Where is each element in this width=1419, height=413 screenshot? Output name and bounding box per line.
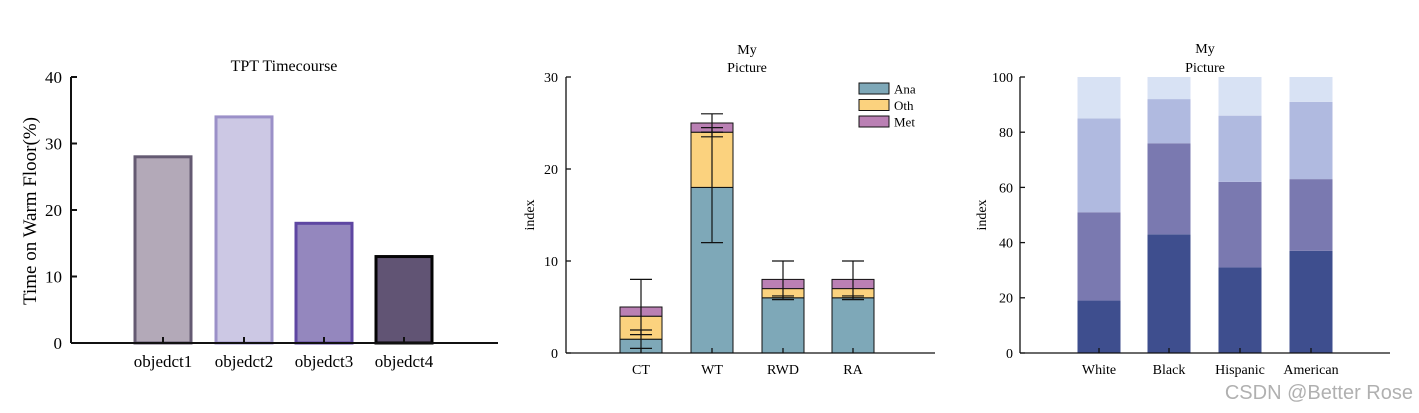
chart2-ylabel: index (523, 199, 538, 230)
chart3-bar-0-seg-3 (1077, 77, 1121, 119)
chart1-xtick-label-3: objedct4 (375, 352, 434, 371)
chart1-ytick-label-1: 10 (45, 267, 62, 286)
chart3-bar-2-seg-3 (1218, 77, 1262, 116)
chart3-bar-3-seg-1 (1289, 179, 1333, 251)
chart1-ytick-label-0: 0 (54, 334, 63, 353)
chart3-bar-2-seg-2 (1218, 115, 1262, 182)
chart3-xtick-label-0: White (1082, 363, 1116, 378)
chart3-ytick-label-4: 80 (999, 126, 1013, 141)
chart3-bar-1-seg-1 (1147, 143, 1191, 235)
chart2-legend-label-2: Met (894, 115, 915, 130)
chart2-ytick-label-1: 10 (544, 255, 558, 270)
chart3-bar-3-seg-2 (1289, 101, 1333, 180)
chart2-legend-label-0: Ana (894, 82, 916, 97)
chart3-bar-0-seg-2 (1077, 118, 1121, 213)
chart1-ytick-label-3: 30 (45, 134, 62, 153)
watermark: CSDN @Better Rose (1224, 382, 1413, 404)
chart1-xtick-label-0: objedct1 (134, 352, 193, 371)
chart2-xtick-label-0: CT (632, 363, 650, 378)
chart1-xtick-label-1: objedct2 (215, 352, 274, 371)
chart2-xtick-label-1: WT (701, 363, 723, 378)
chart2-xtick-label-2: RWD (767, 363, 799, 378)
chart1-bar-0 (133, 155, 193, 345)
chart2-ytick-label-3: 30 (544, 71, 558, 86)
chart3-bar-1-seg-0 (1147, 234, 1191, 353)
chart1-xtick-label-2: objedct3 (295, 352, 354, 371)
chart3-title-line2: Picture (1185, 61, 1225, 76)
chart2-title-line2: Picture (727, 61, 767, 76)
chart3-bar-0-seg-1 (1077, 212, 1121, 301)
chart1-bar-3 (374, 255, 434, 345)
panel-tpt-timecourse: TPT Timecourse Time on Warm Floor(%) 0 10… (20, 58, 498, 371)
panel-stacked-errorbars: My Picture index 0 10 20 30 CT WT RWD RA AnaOth… (523, 43, 935, 378)
chart2-errorbar-3-2 (842, 260, 864, 299)
chart3-ytick-label-3: 60 (999, 181, 1013, 196)
chart3-xtick-label-2: Hispanic (1215, 363, 1265, 378)
chart3-ytick-label-1: 20 (999, 292, 1013, 307)
chart2-errorbar-2-2 (772, 260, 794, 299)
chart2-title-line1: My (737, 43, 756, 58)
chart3-bar-1-seg-3 (1147, 77, 1191, 100)
chart3-ytick-label-0: 0 (1006, 347, 1013, 362)
chart2-bar-3-seg-0 (831, 297, 875, 354)
chart3-ytick-label-2: 40 (999, 237, 1013, 252)
chart3-bar-0-seg-0 (1077, 300, 1121, 353)
chart3-bar-3-seg-0 (1289, 250, 1333, 353)
chart2-errorbar-1-2 (701, 113, 723, 133)
chart2-legend-label-1: Oth (894, 98, 914, 113)
chart3-bar-2-seg-0 (1218, 267, 1262, 353)
chart3-xtick-label-3: American (1283, 363, 1338, 378)
chart2-ytick-label-2: 20 (544, 163, 558, 178)
chart1-ylabel: Time on Warm Floor(%) (20, 117, 41, 305)
chart2-ytick-label-0: 0 (551, 347, 558, 362)
chart2-legend-swatch-0 (858, 82, 890, 95)
chart1-ytick-label-4: 40 (45, 68, 62, 87)
chart3-bar-2-seg-1 (1218, 181, 1262, 268)
chart2-bar-2-seg-0 (761, 297, 805, 354)
chart2-xtick-label-3: RA (843, 363, 863, 378)
chart1-ytick-label-2: 20 (45, 201, 62, 220)
chart1-bar-2 (294, 221, 354, 345)
chart3-bar-3-seg-3 (1289, 77, 1333, 102)
chart3-ytick-label-5: 100 (992, 71, 1013, 86)
chart3-title-line1: My (1195, 42, 1214, 57)
chart1-bar-1 (214, 115, 274, 345)
chart1-title: TPT Timecourse (231, 58, 338, 75)
chart2-legend-swatch-2 (858, 115, 890, 128)
panel-stacked-percent: My Picture index 0 20 40 60 80 100 White Black H… (975, 42, 1390, 378)
chart2-legend-swatch-1 (858, 99, 890, 111)
chart3-bar-1-seg-2 (1147, 99, 1191, 144)
chart3-xtick-label-1: Black (1153, 363, 1186, 378)
chart2-errorbar-0-2 (630, 278, 652, 336)
chart3-ylabel: index (975, 199, 990, 230)
